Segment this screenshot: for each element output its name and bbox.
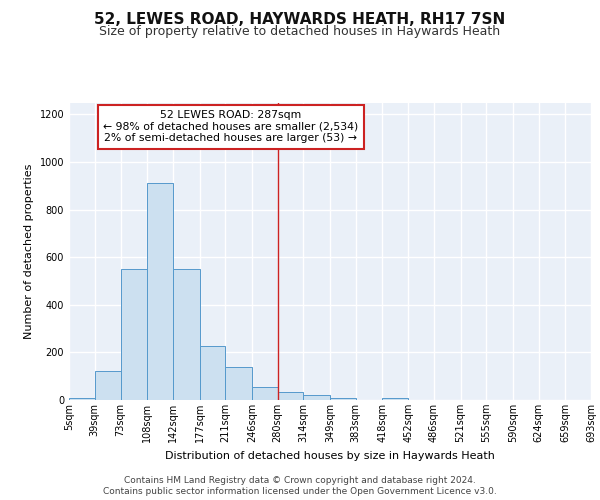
Y-axis label: Number of detached properties: Number of detached properties <box>24 164 34 339</box>
Bar <box>382 398 408 400</box>
Bar <box>330 398 356 400</box>
Text: Size of property relative to detached houses in Haywards Heath: Size of property relative to detached ho… <box>100 25 500 38</box>
Bar <box>199 346 225 400</box>
Bar <box>69 398 95 400</box>
Bar <box>225 366 252 400</box>
Bar <box>304 395 330 400</box>
Text: 52, LEWES ROAD, HAYWARDS HEATH, RH17 7SN: 52, LEWES ROAD, HAYWARDS HEATH, RH17 7SN <box>94 12 506 28</box>
Bar <box>252 387 278 400</box>
Bar <box>278 392 304 400</box>
Bar <box>173 269 199 400</box>
Text: 52 LEWES ROAD: 287sqm
← 98% of detached houses are smaller (2,534)
2% of semi-de: 52 LEWES ROAD: 287sqm ← 98% of detached … <box>103 110 358 143</box>
Text: Contains HM Land Registry data © Crown copyright and database right 2024.: Contains HM Land Registry data © Crown c… <box>124 476 476 485</box>
Bar <box>121 269 147 400</box>
X-axis label: Distribution of detached houses by size in Haywards Heath: Distribution of detached houses by size … <box>165 450 495 460</box>
Text: Contains public sector information licensed under the Open Government Licence v3: Contains public sector information licen… <box>103 487 497 496</box>
Bar <box>95 372 121 400</box>
Bar <box>147 184 173 400</box>
